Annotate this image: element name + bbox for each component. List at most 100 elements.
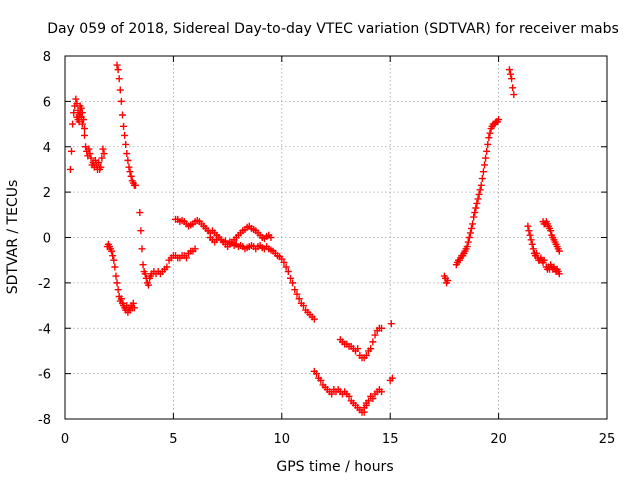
data-point (473, 199, 481, 207)
data-point (85, 145, 93, 153)
data-point (547, 227, 555, 235)
data-point (369, 395, 377, 403)
data-point (378, 388, 386, 396)
x-tick-label: 5 (169, 432, 177, 447)
series-s15 (505, 66, 518, 99)
data-point (114, 66, 122, 74)
data-point (182, 254, 190, 262)
y-tick-label: 2 (43, 186, 51, 201)
grid-lines (65, 56, 607, 419)
data-point (117, 97, 125, 105)
x-tick-label: 10 (274, 432, 291, 447)
y-tick-label: 0 (43, 232, 51, 247)
data-point (472, 204, 480, 212)
data-point (127, 172, 135, 180)
data-point (77, 104, 85, 112)
data-point (471, 209, 479, 217)
data-point (114, 286, 122, 294)
data-point (310, 315, 318, 323)
data-point (367, 345, 375, 353)
data-point (483, 147, 491, 155)
series-s4 (113, 61, 139, 189)
data-point (555, 247, 563, 255)
data-point (481, 161, 489, 169)
data-point (280, 258, 288, 266)
data-point (369, 338, 377, 346)
data-point (68, 147, 76, 155)
data-point (204, 227, 212, 235)
data-point (465, 234, 473, 241)
series-s3 (103, 240, 138, 316)
series-s16 (524, 222, 548, 266)
data-point (508, 75, 516, 83)
data-point (526, 231, 534, 239)
data-point (141, 270, 149, 278)
data-point (468, 224, 475, 232)
data-point (122, 140, 130, 148)
data-point (464, 238, 472, 246)
y-tick-label: -8 (38, 413, 51, 428)
series-s13 (440, 272, 452, 287)
data-point (139, 261, 147, 269)
data-point (510, 91, 518, 99)
data-point (111, 263, 119, 271)
y-tick-label: -2 (38, 277, 51, 292)
data-point (95, 159, 103, 167)
data-point (291, 286, 299, 294)
y-tick-label: 4 (43, 141, 51, 156)
series-s17 (539, 218, 563, 255)
data-point (129, 299, 137, 307)
data-point (469, 220, 477, 228)
data-point (312, 370, 320, 378)
data-point (478, 175, 486, 183)
x-tick-labels: 0 5 10 15 20 25 (61, 432, 615, 447)
data-point (79, 116, 87, 124)
data-point (117, 295, 125, 303)
chart-title: Day 059 of 2018, Sidereal Day-to-day VTE… (47, 21, 619, 37)
data-point (362, 401, 370, 409)
data-point (354, 345, 362, 353)
data-point (81, 125, 89, 133)
data-point (124, 156, 132, 164)
x-axis-label: GPS time / hours (276, 459, 393, 475)
data-point (138, 245, 146, 253)
data-point (289, 279, 297, 287)
series-s18 (542, 261, 563, 278)
data-point (144, 281, 152, 289)
data-point (86, 150, 94, 158)
data-point (123, 150, 131, 158)
data-point (282, 263, 290, 271)
data-point (328, 390, 336, 398)
plot-frame (64, 55, 608, 420)
data-point (474, 195, 482, 203)
data-point (131, 181, 139, 189)
data-point (137, 227, 145, 235)
y-tick-labels: -8 -6 -4 -2 0 2 4 6 8 (38, 50, 51, 428)
data-point (97, 163, 105, 171)
series-s11 (386, 374, 396, 384)
data-point (72, 95, 80, 103)
data-point (299, 302, 307, 310)
data-point (76, 109, 84, 117)
series-s8 (310, 367, 370, 416)
data-point (482, 154, 490, 162)
data-point (286, 274, 294, 282)
data-point (66, 165, 74, 173)
data-point (116, 86, 124, 94)
data-point (476, 186, 484, 194)
x-tick-label: 0 (61, 432, 69, 447)
data-point (479, 168, 487, 176)
series-s10 (336, 324, 386, 362)
data-point (555, 270, 563, 278)
data-point (387, 320, 395, 328)
data-points (66, 61, 563, 416)
series-s2 (73, 109, 108, 173)
data-point (136, 209, 144, 217)
data-point (495, 116, 503, 124)
data-point (477, 181, 485, 189)
series-s7 (200, 222, 318, 323)
data-point (70, 109, 78, 117)
data-point (345, 392, 353, 400)
y-tick-label: 6 (43, 95, 51, 110)
